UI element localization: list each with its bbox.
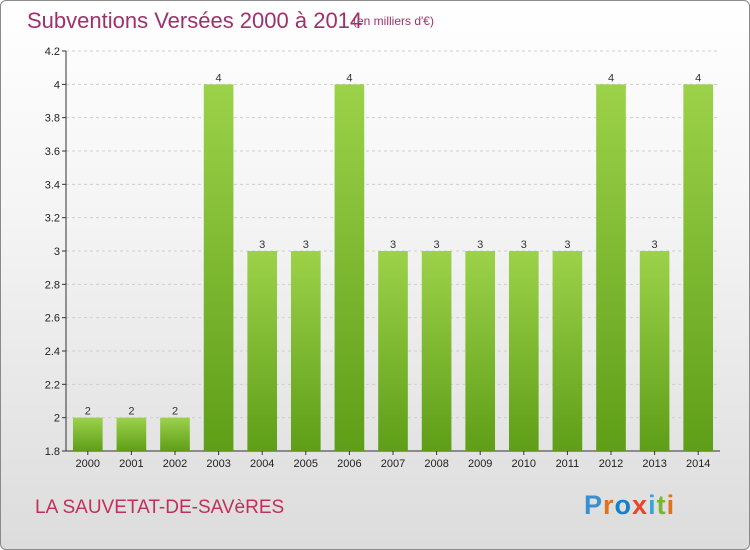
x-tick-label: 2014: [686, 458, 710, 470]
y-tick-label: 3: [54, 246, 60, 258]
x-tick-label: 2013: [642, 458, 666, 470]
bar: [552, 251, 583, 451]
y-tick-label: 3.8: [45, 113, 60, 125]
commune-name: LA SAUVETAT-DE-SAVèRES: [35, 497, 285, 518]
x-tick-label: 2008: [424, 458, 448, 470]
bar: [290, 251, 321, 451]
bar-value-label: 2: [85, 406, 91, 418]
bar: [160, 417, 190, 451]
bar-value-label: 3: [259, 239, 265, 251]
x-tick-label: 2007: [381, 458, 405, 470]
logo-letter: i: [648, 490, 657, 520]
bar: [378, 251, 408, 451]
y-tick-label: 1.8: [45, 446, 60, 458]
bar-value-label: 4: [608, 72, 614, 84]
x-tick-label: 2006: [337, 458, 361, 470]
y-tick-label: 3.6: [45, 146, 60, 158]
chart-subtitle: (en milliers d'€): [353, 14, 434, 28]
logo-letter: i: [666, 490, 676, 520]
x-tick-label: 2002: [163, 458, 187, 470]
y-tick-label: 3.4: [45, 179, 60, 191]
y-tick-label: 3.2: [45, 213, 60, 225]
bar: [203, 84, 234, 451]
y-tick-label: 2.2: [45, 379, 60, 391]
y-tick-label: 4: [54, 79, 60, 91]
proxiti-logo: Proxiti: [584, 490, 675, 521]
x-tick-label: 2010: [512, 458, 536, 470]
bar: [334, 84, 365, 451]
bar: [465, 251, 496, 451]
bar: [683, 84, 714, 451]
bar-value-label: 3: [434, 239, 440, 251]
x-tick-label: 2000: [76, 458, 100, 470]
bar-value-label: 3: [521, 239, 527, 251]
bar-value-label: 3: [303, 239, 309, 251]
x-tick-label: 2009: [468, 458, 492, 470]
bar-value-label: 4: [346, 72, 352, 84]
logo-letter: r: [603, 490, 615, 520]
bar: [508, 251, 539, 451]
bar-value-label: 3: [390, 239, 396, 251]
bar: [116, 417, 147, 451]
bar: [421, 251, 452, 451]
x-tick-label: 2003: [206, 458, 230, 470]
y-tick-label: 4.2: [45, 46, 60, 58]
bar-value-label: 2: [172, 406, 178, 418]
x-tick-label: 2001: [119, 458, 143, 470]
x-tick-label: 2011: [556, 458, 580, 470]
chart-title: Subventions Versées 2000 à 2014: [27, 8, 363, 33]
bar-value-label: 3: [564, 239, 570, 251]
logo-letter: x: [632, 490, 649, 520]
x-tick-label: 2005: [294, 458, 318, 470]
x-tick-label: 2004: [250, 458, 274, 470]
logo-letter: t: [656, 490, 667, 520]
y-tick-label: 2.4: [45, 346, 60, 358]
bar: [596, 84, 626, 451]
bar-value-label: 4: [216, 72, 222, 84]
y-tick-label: 2.6: [45, 313, 60, 325]
bar: [247, 251, 278, 451]
bar-value-label: 3: [477, 239, 483, 251]
logo-letter: o: [614, 490, 633, 520]
logo-letter: P: [584, 490, 604, 520]
bar-value-label: 3: [652, 239, 658, 251]
y-tick-label: 2: [54, 413, 60, 425]
bar: [639, 251, 670, 451]
bar: [72, 417, 103, 451]
x-tick-label: 2012: [599, 458, 623, 470]
bar-value-label: 2: [128, 406, 134, 418]
bar-value-label: 4: [695, 72, 701, 84]
y-tick-label: 2.8: [45, 279, 60, 291]
